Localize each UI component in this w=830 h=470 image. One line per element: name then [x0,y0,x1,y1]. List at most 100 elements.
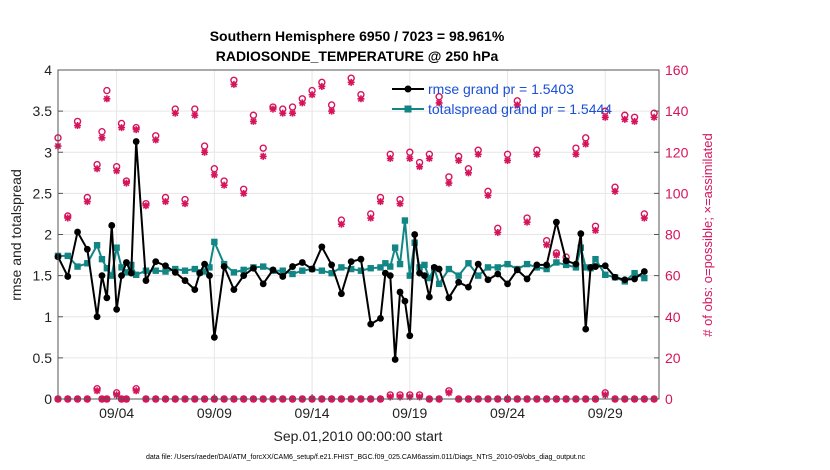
totalspread-point [465,260,472,267]
obs-assimilated-marker [552,251,560,259]
obs-assimilated-marker [161,198,169,206]
rmse-point [377,314,384,322]
totalspread-point [445,265,453,273]
rmse-point [411,231,419,238]
obs-possible-marker [259,144,267,152]
obs-assimilated-marker [367,214,375,222]
obs-assimilated-marker [181,200,189,208]
rmse-point [401,297,409,305]
y-tick-label-right: 20 [665,350,681,366]
obs-assimilated-marker [572,150,580,158]
obs-assimilated-low-marker [416,393,424,401]
totalspread-point [406,272,414,279]
x-axis: 09/04 09/09 09/14 09/19 09/24 09/29 [99,394,623,421]
rmse-point [152,258,160,266]
rmse-point [425,293,433,301]
totalspread-point [328,269,335,277]
totalspread-point [396,260,404,268]
totalspread-point [475,272,482,279]
x-tick-label: 09/04 [99,405,134,421]
totalspread-point [279,267,286,274]
obs-assimilated-marker [376,198,384,206]
obs-assimilated-marker [601,113,609,121]
rmse-point [162,262,169,270]
rmse-point [484,276,492,284]
obs-assimilated-marker [142,202,150,210]
obs-assimilated-marker [533,150,541,158]
rmse-point [357,255,365,263]
rmse-point [103,294,111,302]
rmse-point [465,283,472,291]
rmse-point [386,272,394,280]
totalspread-point [357,267,365,274]
rmse-point [113,305,121,313]
totalspread-point [211,238,218,246]
totalspread-point [84,260,91,267]
rmse-point [455,278,463,286]
y-tick-label-left: 2.5 [33,185,53,201]
totalspread-point [347,265,355,273]
y-axis-right-label: # of obs: o=possible; ×=assimilated [700,133,715,336]
obs-assimilated-marker [240,189,248,197]
y-tick-label-left: 2 [44,227,52,243]
y-tick-label-right: 120 [665,144,689,160]
rmse-series [54,138,648,363]
obs-assimilated-marker [357,95,365,103]
totalspread-point [367,265,374,272]
totalspread-point [455,272,462,279]
y-tick-label-right: 60 [665,268,681,284]
rmse-point [171,268,179,276]
totalspread-point [74,263,81,270]
x-tick-label: 09/14 [295,405,330,421]
rmse-point [289,263,296,270]
rmse-point [494,270,502,278]
totalspread-point [421,261,428,269]
totalspread-point [289,270,296,278]
obs-assimilated-low-marker [93,387,101,395]
obs-assimilated-marker [122,179,130,187]
x-tick-label: 09/19 [392,405,427,421]
obs-assimilated-marker [98,134,106,142]
rmse-point [552,218,560,226]
footnote: data file: /Users/raeder/DAI/ATM_forcXX/… [146,454,586,461]
rmse-point [308,265,316,273]
rmse-point [318,243,326,251]
rmse-point [298,259,306,266]
rmse-point [421,272,428,280]
obs-assimilated-marker [591,226,599,234]
obs-assimilated-marker [474,150,482,158]
rmse-point [220,263,228,270]
obs-assimilated-marker [201,148,209,156]
obs-assimilated-marker [298,99,306,107]
rmse-point [240,272,248,280]
rmse-point [98,272,106,280]
obs-assimilated-marker [611,187,619,195]
rmse-point [367,320,375,328]
obs-assimilated-marker [455,156,463,164]
obs-assimilated-marker [64,214,72,222]
rmse-point [572,260,580,268]
obs-assimilated-low-marker [445,389,453,397]
y-tick-label-left: 0.5 [33,350,53,366]
obs-assimilated-marker [464,169,472,177]
totalspread-point [98,255,106,263]
y-tick-label-left: 1.5 [33,268,53,284]
rmse-point [582,325,590,333]
obs-assimilated-marker [513,101,521,109]
rmse-point [123,259,130,266]
rmse-point [621,276,629,284]
y-axis-left-label: rmse and totalspread [8,169,24,301]
obs-assimilated-marker [640,214,648,222]
y-tick-label-right: 160 [665,62,689,78]
rmse-point [337,290,345,298]
obs-assimilated-marker [445,179,453,187]
obs-assimilated-marker [386,154,394,162]
totalspread-point [181,267,189,274]
obs-assimilated-marker [220,181,228,189]
rmse-point [196,269,204,277]
totalspread-point [631,269,638,277]
obs-assimilated-marker [210,171,218,179]
totalspread-point [162,268,169,275]
obs-assimilated-marker [650,113,658,121]
obs-assimilated-marker [582,140,590,148]
